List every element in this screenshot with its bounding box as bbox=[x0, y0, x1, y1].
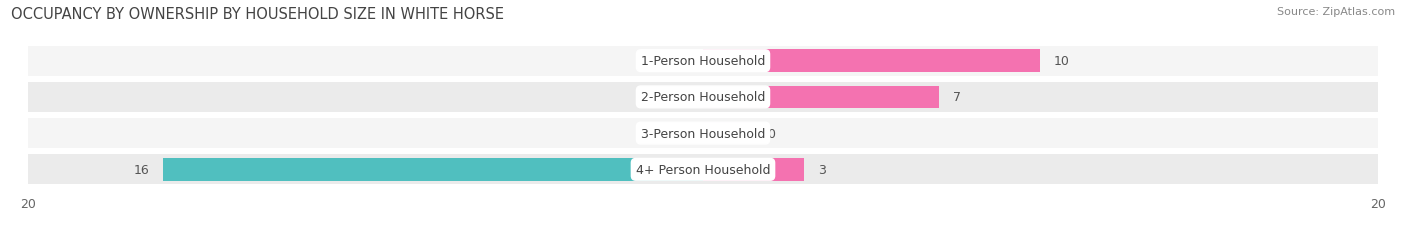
Bar bbox=[28, 155, 1378, 184]
Text: 4+ Person Household: 4+ Person Household bbox=[636, 163, 770, 176]
Text: 0: 0 bbox=[682, 91, 689, 104]
Bar bbox=[163, 158, 703, 181]
Text: OCCUPANCY BY OWNERSHIP BY HOUSEHOLD SIZE IN WHITE HORSE: OCCUPANCY BY OWNERSHIP BY HOUSEHOLD SIZE… bbox=[11, 7, 505, 22]
Text: 3-Person Household: 3-Person Household bbox=[641, 127, 765, 140]
Bar bbox=[703, 158, 804, 181]
Text: 1-Person Household: 1-Person Household bbox=[641, 55, 765, 68]
Text: 0: 0 bbox=[682, 127, 689, 140]
Text: 0: 0 bbox=[768, 127, 775, 140]
Text: Source: ZipAtlas.com: Source: ZipAtlas.com bbox=[1277, 7, 1395, 17]
Bar bbox=[703, 86, 939, 109]
Text: 16: 16 bbox=[134, 163, 149, 176]
Text: 10: 10 bbox=[1054, 55, 1070, 68]
Text: 2-Person Household: 2-Person Household bbox=[641, 91, 765, 104]
Bar bbox=[28, 47, 1378, 76]
Bar bbox=[703, 122, 754, 145]
Text: 3: 3 bbox=[818, 163, 825, 176]
Bar bbox=[28, 83, 1378, 112]
Text: 0: 0 bbox=[682, 55, 689, 68]
Text: 7: 7 bbox=[953, 91, 960, 104]
Bar bbox=[28, 119, 1378, 148]
Bar bbox=[703, 50, 1040, 73]
